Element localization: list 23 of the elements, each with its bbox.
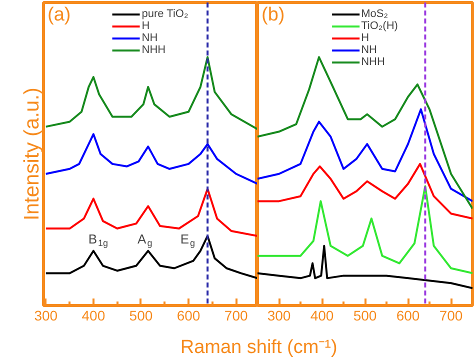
- legend-label: pure TiO₂: [142, 8, 188, 20]
- legend-label: H: [142, 20, 151, 32]
- y-axis-title: Intensity (a.u.): [20, 87, 44, 221]
- x-tick-label: 500: [353, 308, 377, 324]
- x-tick-label: 700: [439, 308, 463, 324]
- legend-label: NH: [142, 32, 159, 44]
- chart-title: (b): [262, 4, 285, 26]
- legend-label: TiO₂(H): [361, 20, 398, 32]
- legend-label: NH: [361, 44, 378, 56]
- chart-title: (a): [48, 4, 71, 26]
- legend-label: NHH: [361, 56, 385, 68]
- legend-label: NHH: [142, 44, 166, 56]
- x-tick-label: 700: [224, 308, 248, 324]
- x-tick-label: 300: [34, 308, 58, 324]
- x-axis-title: Raman shift (cm⁻¹): [180, 337, 338, 358]
- x-tick-label: 300: [267, 308, 291, 324]
- legend-label: MoS₂: [361, 8, 388, 20]
- legend-label: H: [361, 32, 370, 44]
- x-tick-label: 500: [129, 308, 153, 324]
- x-tick-label: 600: [176, 308, 200, 324]
- x-tick-label: 400: [82, 308, 106, 324]
- x-tick-label: 400: [310, 308, 334, 324]
- x-tick-label: 600: [396, 308, 420, 324]
